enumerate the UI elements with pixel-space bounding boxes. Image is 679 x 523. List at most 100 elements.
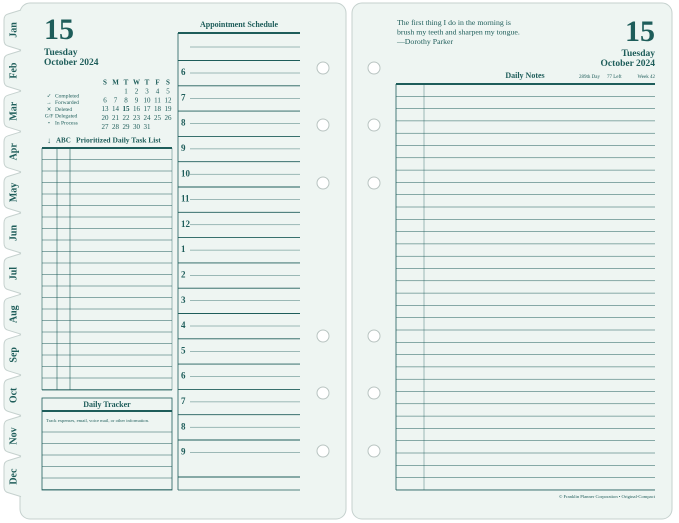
month-tab xyxy=(3,374,22,416)
week-number: Week 42 xyxy=(637,75,655,80)
calendar-day: 8 xyxy=(124,96,128,104)
calendar-day: 16 xyxy=(133,105,141,113)
legend-label: In Process xyxy=(55,120,78,126)
month-tab xyxy=(3,334,22,376)
calendar-day: 25 xyxy=(154,114,162,122)
notes-title: Daily Notes xyxy=(505,71,544,80)
month-tab-label: Jul xyxy=(8,267,19,281)
tracker-note: Track expenses, email, voice mail, or ot… xyxy=(46,418,149,424)
quote-attribution: —Dorothy Parker xyxy=(396,37,453,46)
calendar-day: 23 xyxy=(133,114,141,122)
calendar-day: 13 xyxy=(102,105,110,113)
quote-line: The first thing I do in the morning is xyxy=(397,18,511,27)
binder-hole xyxy=(367,386,381,400)
days-left: 77 Left xyxy=(607,75,622,80)
tracker-box xyxy=(41,397,173,491)
month-tab-label: Sep xyxy=(8,347,19,363)
hour-label: 8 xyxy=(181,421,186,431)
hour-label: 5 xyxy=(181,345,186,355)
legend-label: Deleted xyxy=(55,107,72,113)
day-number: 15 xyxy=(44,13,74,46)
legend-symbol: → xyxy=(46,100,52,106)
hour-label: 3 xyxy=(181,295,186,305)
month-tab-label: Jan xyxy=(8,22,19,38)
calendar-day: 15 xyxy=(123,105,131,113)
hour-label: 9 xyxy=(181,447,186,457)
month-tab xyxy=(3,50,22,92)
hour-label: 7 xyxy=(181,396,186,406)
month-tab xyxy=(3,253,22,295)
month-year: October 2024 xyxy=(44,58,99,68)
month-tab-label: May xyxy=(8,183,19,202)
calendar-day: 20 xyxy=(102,114,110,122)
hour-label: 2 xyxy=(181,269,186,279)
task-symbol: ↓ xyxy=(47,136,51,145)
month-tab xyxy=(3,171,22,213)
binder-hole xyxy=(316,329,330,343)
month-tab-label: Nov xyxy=(8,427,19,444)
footer: © Franklin Planner Corporation • Origina… xyxy=(559,494,656,499)
hour-label: 10 xyxy=(181,168,191,178)
calendar-day: 29 xyxy=(123,123,131,131)
weekday: Tuesday xyxy=(44,48,78,58)
hour-label: 6 xyxy=(181,371,186,381)
hour-label: 1 xyxy=(181,244,186,254)
month-tab-label: Jun xyxy=(8,225,19,242)
month-tab-label: Aug xyxy=(8,305,19,323)
month-tab xyxy=(3,456,22,498)
month-tab-label: Apr xyxy=(8,143,19,161)
calendar-day: 10 xyxy=(144,96,152,104)
hour-label: 12 xyxy=(181,219,191,229)
calendar-day: 5 xyxy=(166,88,170,96)
calendar-day: 12 xyxy=(165,96,173,104)
calendar-day: 17 xyxy=(144,105,152,113)
legend-label: Delegated xyxy=(55,114,78,120)
weekday: Tuesday xyxy=(622,49,656,59)
hour-label: 4 xyxy=(181,320,186,330)
calendar-day: 14 xyxy=(112,105,120,113)
legend-symbol: ✕ xyxy=(47,107,52,113)
month-year: October 2024 xyxy=(601,59,656,69)
calendar-day: 19 xyxy=(165,105,173,113)
calendar-day: 27 xyxy=(102,123,110,131)
calendar-header: T xyxy=(124,79,129,87)
legend-label: Completed xyxy=(55,93,79,99)
month-tab xyxy=(3,415,22,457)
calendar-day: 2 xyxy=(135,88,139,96)
schedule-title: Appointment Schedule xyxy=(200,20,278,29)
calendar-day: 22 xyxy=(123,114,131,122)
calendar-day: 18 xyxy=(154,105,162,113)
hour-label: 9 xyxy=(181,143,186,153)
legend-label: Forwarded xyxy=(55,100,79,106)
binder-hole xyxy=(316,61,330,75)
day-number: 15 xyxy=(625,15,655,48)
tracker-title: Daily Tracker xyxy=(83,400,131,409)
calendar-day: 24 xyxy=(144,114,152,122)
binder-hole xyxy=(316,118,330,132)
binder-hole xyxy=(367,444,381,458)
month-tab xyxy=(3,293,22,335)
legend-symbol: G/F xyxy=(45,114,54,120)
calendar-header: M xyxy=(112,79,119,87)
binder-hole xyxy=(316,386,330,400)
binder-hole xyxy=(367,118,381,132)
month-tab xyxy=(3,131,22,173)
calendar-day: 21 xyxy=(112,114,120,122)
month-tab xyxy=(3,212,22,254)
calendar-day: 28 xyxy=(112,123,120,131)
hour-label: 8 xyxy=(181,118,186,128)
right-page xyxy=(351,2,673,520)
hour-label: 11 xyxy=(181,194,190,204)
binder-hole xyxy=(367,176,381,190)
calendar-day: 9 xyxy=(135,96,139,104)
month-tab-label: Dec xyxy=(8,468,19,485)
day-of-year: 289th Day xyxy=(579,75,600,80)
quote-line: brush my teeth and sharpen my tongue. xyxy=(397,27,520,36)
task-abc: ABC xyxy=(56,137,71,145)
legend-symbol: ✓ xyxy=(47,93,52,99)
left-page xyxy=(19,2,347,520)
calendar-day: 30 xyxy=(133,123,141,131)
calendar-header: T xyxy=(145,79,150,87)
calendar-day: 4 xyxy=(156,88,160,96)
task-title: Prioritized Daily Task List xyxy=(76,136,161,145)
